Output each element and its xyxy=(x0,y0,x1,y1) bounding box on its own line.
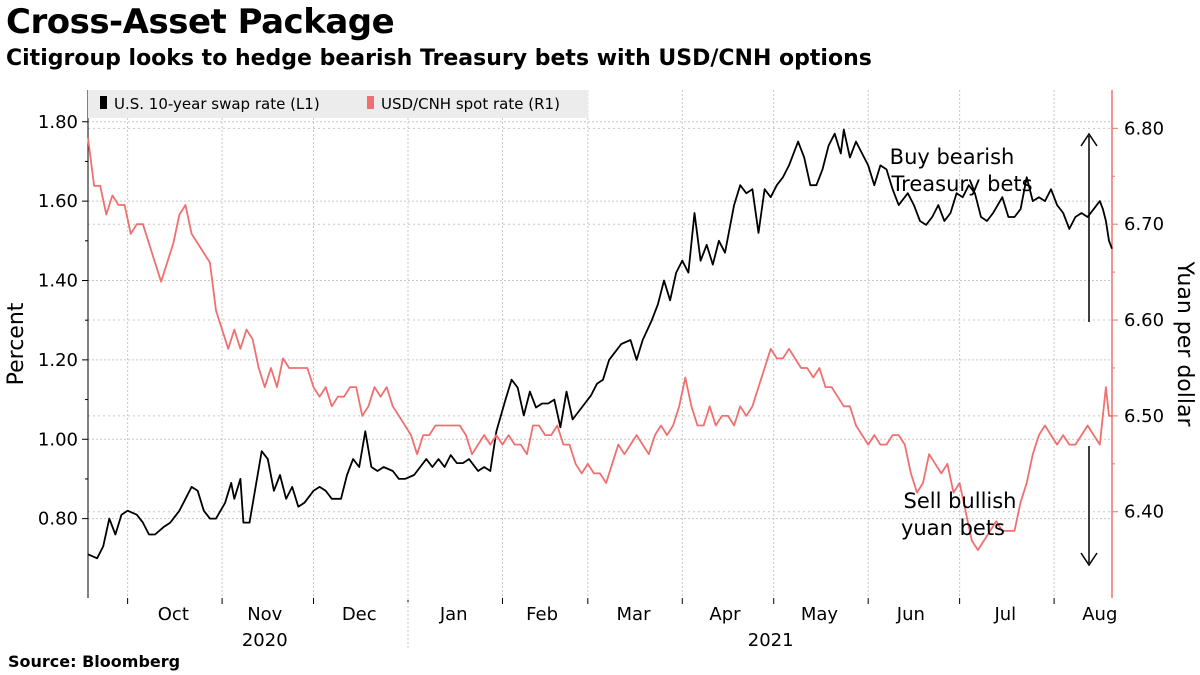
x-tick-label: May xyxy=(801,604,839,625)
annotation-buy-line1: Buy bearish xyxy=(890,145,1015,169)
grid-layer xyxy=(88,90,1112,598)
x-tick-label: Nov xyxy=(247,604,282,625)
y-left-axis-title: Percent xyxy=(4,302,29,385)
legend-swatch-cnh xyxy=(367,96,374,109)
y-left-tick-label: 1.60 xyxy=(38,191,78,212)
y-right-axis-title: Yuan per dollar xyxy=(1172,261,1197,428)
x-tick-label: Mar xyxy=(617,604,652,625)
legend-label-swap: U.S. 10-year swap rate (L1) xyxy=(114,95,320,113)
x-tick-label: Jan xyxy=(439,604,468,625)
up-arrow-icon xyxy=(1080,132,1098,147)
axes-layer: 1.80 1.60 1.40 1.20 1.00 0.80 6.80 6.70 6.60 6.50… xyxy=(4,90,1197,651)
x-tick-label: Feb xyxy=(526,604,558,625)
x-tick-label: Dec xyxy=(342,604,377,625)
x-tick-label: Jul xyxy=(993,604,1016,625)
y-right-tick-label: 6.60 xyxy=(1124,310,1164,331)
x-year-label: 2020 xyxy=(242,630,288,651)
annotation-buy-line2: Treasury bets xyxy=(890,172,1032,196)
y-right-tick-label: 6.70 xyxy=(1124,214,1164,235)
y-left-tick-label: 1.00 xyxy=(38,429,78,450)
y-left-tick-label: 0.80 xyxy=(38,509,78,530)
x-tick-label: Aug xyxy=(1082,604,1117,625)
legend-label-cnh: USD/CNH spot rate (R1) xyxy=(381,95,560,113)
chart-subtitle: Citigroup looks to hedge bearish Treasur… xyxy=(6,46,872,71)
annotations: Buy bearish Treasury bets Sell bullish y… xyxy=(890,132,1098,567)
y-right-tick-label: 6.50 xyxy=(1124,406,1164,427)
y-right-tick-label: 6.80 xyxy=(1124,118,1164,139)
legend-swatch-swap xyxy=(100,96,107,109)
x-tick-label: Oct xyxy=(158,604,189,625)
series-layer xyxy=(87,128,1113,560)
y-left-tick-label: 1.40 xyxy=(38,271,78,292)
x-year-label: 2021 xyxy=(748,630,794,651)
series-line-swap-rate xyxy=(87,128,1113,560)
y-right-tick-label: 6.40 xyxy=(1124,502,1164,523)
x-tick-label: Jun xyxy=(896,604,925,625)
y-left-tick-label: 1.20 xyxy=(38,350,78,371)
annotation-sell-line1: Sell bullish xyxy=(904,489,1017,513)
annotation-sell-line2: yuan bets xyxy=(901,516,1005,540)
x-tick-label: Apr xyxy=(709,604,741,625)
legend-background xyxy=(88,90,588,118)
y-left-tick-label: 1.80 xyxy=(38,112,78,133)
source-note: Source: Bloomberg xyxy=(8,652,181,671)
legend: U.S. 10-year swap rate (L1) USD/CNH spot… xyxy=(88,90,588,118)
down-arrow-icon xyxy=(1080,552,1098,567)
series-line-usdcnh xyxy=(87,137,1112,551)
chart-title: Cross-Asset Package xyxy=(6,2,395,42)
